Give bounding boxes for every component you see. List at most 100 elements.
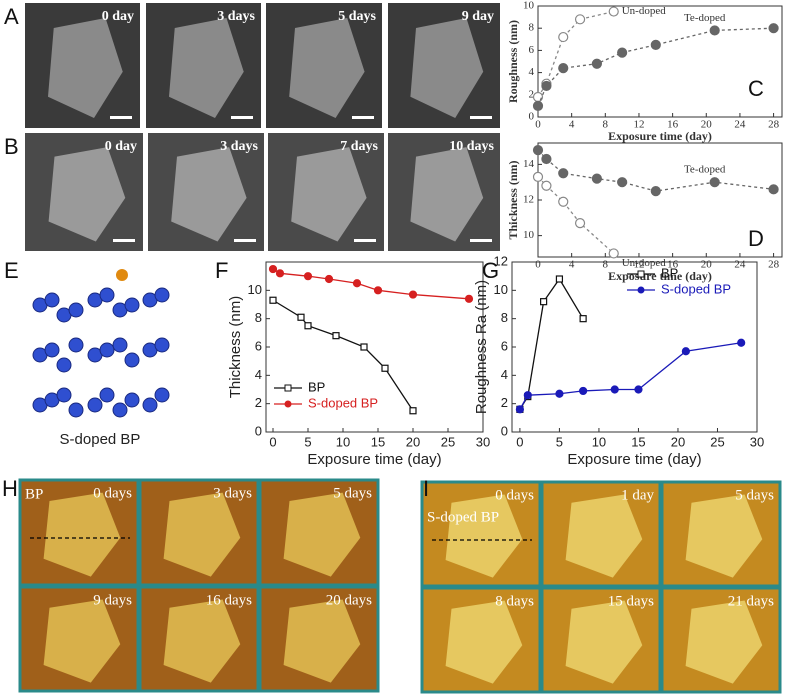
frame-label: 20 days bbox=[326, 592, 372, 608]
point bbox=[709, 177, 720, 188]
legend-label: S-doped BP bbox=[308, 395, 378, 410]
point bbox=[540, 298, 548, 306]
point bbox=[303, 272, 313, 281]
point bbox=[617, 177, 628, 188]
point bbox=[360, 343, 368, 351]
point bbox=[608, 248, 619, 259]
y-tick-label: 4 bbox=[501, 367, 508, 382]
point bbox=[268, 264, 278, 274]
legend-label: Te-doped bbox=[684, 164, 726, 176]
x-tick-label: 0 bbox=[535, 259, 541, 271]
x-tick-label: 12 bbox=[633, 259, 644, 271]
y-axis-label: Roughness (nm) bbox=[506, 20, 520, 103]
flake bbox=[291, 147, 367, 242]
sample-label: S-doped BP bbox=[427, 509, 499, 525]
point bbox=[650, 185, 661, 197]
legend-label: Te-doped bbox=[684, 12, 726, 24]
point bbox=[275, 269, 285, 278]
frame-label: 3 days bbox=[220, 139, 258, 154]
sample-label: BP bbox=[25, 486, 43, 502]
legend-marker bbox=[284, 384, 292, 392]
y-tick-label: 10 bbox=[494, 282, 508, 297]
x-axis-label: Exposure time (day) bbox=[608, 129, 712, 143]
frame-label: 9 days bbox=[93, 592, 132, 608]
point bbox=[352, 279, 362, 288]
point bbox=[541, 80, 552, 92]
frame-label: 15 days bbox=[608, 593, 654, 609]
frame-label: 0 days bbox=[495, 487, 534, 503]
point bbox=[579, 386, 588, 396]
frame-label: 0 day bbox=[105, 139, 137, 154]
point bbox=[332, 332, 340, 340]
panel-label: I bbox=[423, 476, 429, 501]
point bbox=[373, 286, 383, 295]
x-tick-label: 20 bbox=[671, 434, 685, 449]
panel-label: B bbox=[4, 134, 19, 159]
point bbox=[709, 25, 720, 36]
point bbox=[532, 91, 544, 103]
point bbox=[591, 173, 602, 184]
frame-label: 3 days bbox=[217, 9, 255, 24]
scale-bar bbox=[113, 239, 135, 242]
frame-label: 5 days bbox=[333, 485, 372, 501]
series-line bbox=[519, 277, 584, 410]
point bbox=[408, 290, 418, 299]
point bbox=[532, 100, 544, 112]
flake bbox=[283, 492, 361, 577]
frame-label: 7 days bbox=[340, 139, 378, 154]
x-tick-label: 15 bbox=[371, 434, 385, 449]
y-tick-label: 4 bbox=[255, 367, 262, 382]
y-tick-label: 2 bbox=[501, 395, 508, 410]
point bbox=[541, 153, 552, 165]
flake bbox=[410, 147, 484, 242]
point bbox=[737, 338, 746, 347]
x-tick-label: 12 bbox=[633, 119, 644, 131]
point bbox=[768, 184, 779, 195]
y-axis-label: Thickness (nm) bbox=[506, 160, 520, 239]
point bbox=[324, 274, 334, 284]
frame-label: 1 day bbox=[621, 487, 654, 503]
x-tick-label: 5 bbox=[556, 434, 563, 449]
point bbox=[558, 168, 569, 179]
point bbox=[381, 364, 389, 372]
x-tick-label: 30 bbox=[750, 434, 764, 449]
scale-bar bbox=[352, 116, 374, 119]
y-tick-label: 8 bbox=[255, 310, 262, 325]
y-tick-label: 2 bbox=[255, 395, 262, 410]
flake bbox=[43, 492, 121, 577]
y-tick-label: 6 bbox=[529, 44, 535, 56]
y-axis-label: Roughness Ra (nm) bbox=[473, 280, 490, 414]
flake bbox=[171, 147, 247, 242]
scale-bar bbox=[110, 116, 132, 119]
point bbox=[650, 39, 661, 50]
series-line bbox=[519, 342, 742, 410]
y-tick-label: 8 bbox=[501, 310, 508, 325]
flake bbox=[565, 494, 643, 578]
frame-label: 5 days bbox=[338, 9, 376, 24]
x-tick-label: 16 bbox=[667, 119, 679, 131]
y-tick-label: 0 bbox=[255, 423, 262, 438]
frame-label: 3 days bbox=[213, 485, 252, 501]
x-tick-label: 24 bbox=[734, 259, 746, 271]
panel-label: C bbox=[748, 76, 764, 101]
legend-label: BP bbox=[308, 379, 325, 394]
point bbox=[558, 31, 569, 43]
flake bbox=[445, 600, 523, 684]
legend-marker bbox=[637, 286, 645, 294]
y-tick-label: 4 bbox=[529, 66, 535, 78]
point bbox=[555, 389, 564, 398]
flake bbox=[445, 494, 523, 578]
point bbox=[768, 23, 779, 34]
y-tick-label: 8 bbox=[529, 22, 535, 34]
y-tick-label: 10 bbox=[248, 282, 262, 297]
scale-bar bbox=[231, 116, 253, 119]
point bbox=[515, 405, 525, 414]
x-tick-label: 24 bbox=[734, 119, 746, 131]
x-tick-label: 5 bbox=[304, 434, 311, 449]
point bbox=[304, 322, 312, 330]
plot-frame bbox=[537, 142, 783, 258]
x-tick-label: 25 bbox=[710, 434, 724, 449]
x-tick-label: 20 bbox=[701, 259, 713, 271]
panel-label: H bbox=[2, 476, 18, 501]
series-line bbox=[537, 149, 774, 192]
